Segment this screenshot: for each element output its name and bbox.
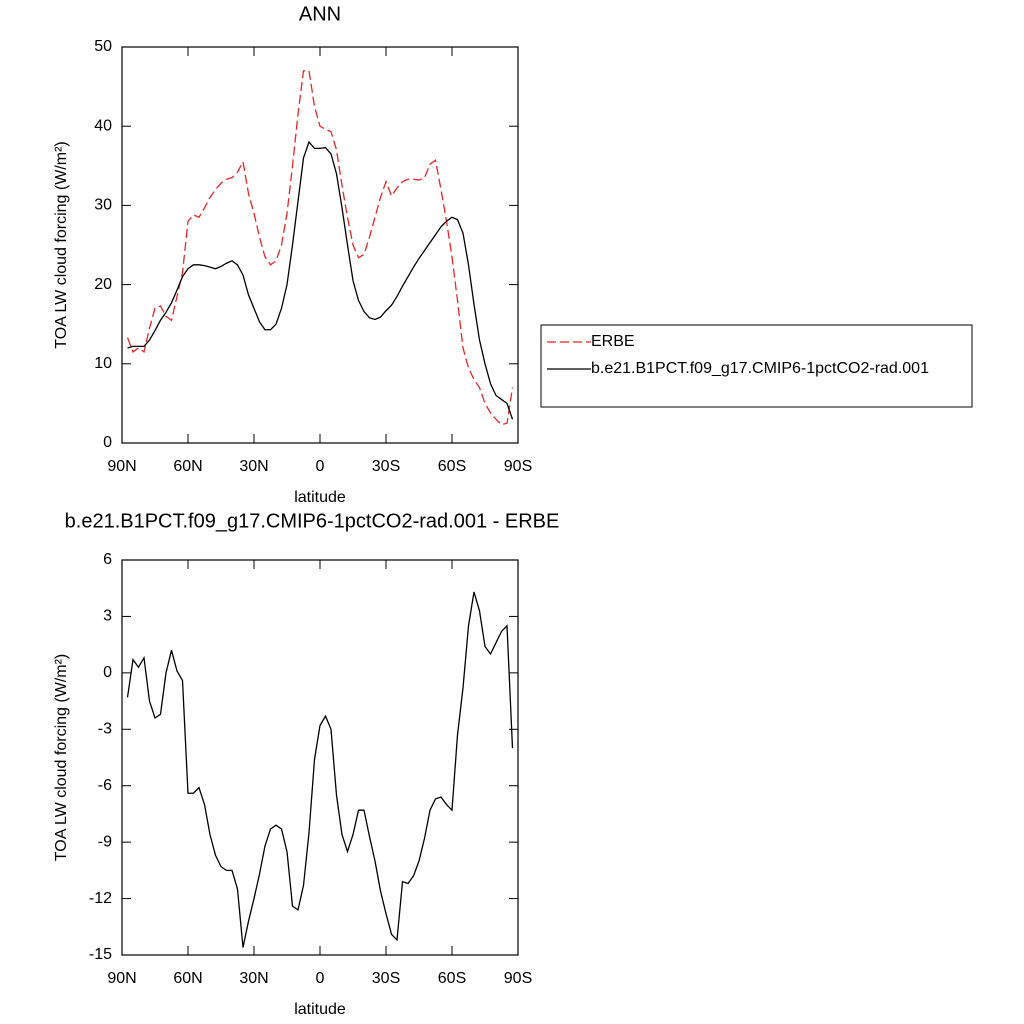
x-tick-label: 90N: [107, 458, 136, 475]
y-tick-label: -9: [98, 833, 112, 850]
legend-label: b.e21.B1PCT.f09_g17.CMIP6-1pctCO2-rad.00…: [591, 360, 929, 377]
plot-frame: [121, 559, 519, 956]
data-line: [127, 140, 514, 420]
x-tick-label: 90S: [504, 970, 532, 987]
x-tick-label: 60N: [173, 970, 202, 987]
x-axis-label: latitude: [294, 1001, 346, 1018]
legend-label: ERBE: [591, 333, 635, 350]
y-axis-label: TOA LW cloud forcing (W/m²): [53, 654, 70, 861]
x-tick-label: 60S: [438, 970, 466, 987]
x-tick-label: 30S: [372, 970, 400, 987]
y-tick-label: 6: [103, 551, 112, 568]
x-tick-label: 0: [316, 970, 325, 987]
y-tick-label: 30: [94, 197, 112, 214]
chart-title: b.e21.B1PCT.f09_g17.CMIP6-1pctCO2-rad.00…: [65, 510, 560, 532]
x-tick-label: 30S: [372, 458, 400, 475]
y-tick-label: -12: [89, 890, 112, 907]
y-tick-label: 0: [103, 434, 112, 451]
plot-frame: [121, 46, 519, 444]
data-line: [126, 591, 514, 948]
x-tick-label: 60N: [173, 458, 202, 475]
chart-title: ANN: [299, 3, 341, 25]
y-tick-label: 10: [94, 355, 112, 372]
y-tick-label: 40: [94, 117, 112, 134]
x-tick-label: 60S: [438, 458, 466, 475]
y-tick-label: -6: [98, 777, 112, 794]
x-tick-label: 0: [316, 458, 325, 475]
data-line: [126, 70, 514, 426]
y-axis-label: TOA LW cloud forcing (W/m²): [53, 141, 70, 348]
x-tick-label: 30N: [239, 970, 268, 987]
y-tick-label: 20: [94, 276, 112, 293]
x-tick-label: 90N: [107, 970, 136, 987]
y-tick-label: -15: [89, 946, 112, 963]
y-tick-label: 50: [94, 38, 112, 55]
x-tick-label: 90S: [504, 458, 532, 475]
y-tick-label: 3: [103, 608, 112, 625]
x-tick-label: 30N: [239, 458, 268, 475]
y-tick-label: -3: [98, 721, 112, 738]
x-axis-label: latitude: [294, 489, 346, 506]
legend-box: [540, 324, 973, 408]
y-tick-label: 0: [103, 664, 112, 681]
